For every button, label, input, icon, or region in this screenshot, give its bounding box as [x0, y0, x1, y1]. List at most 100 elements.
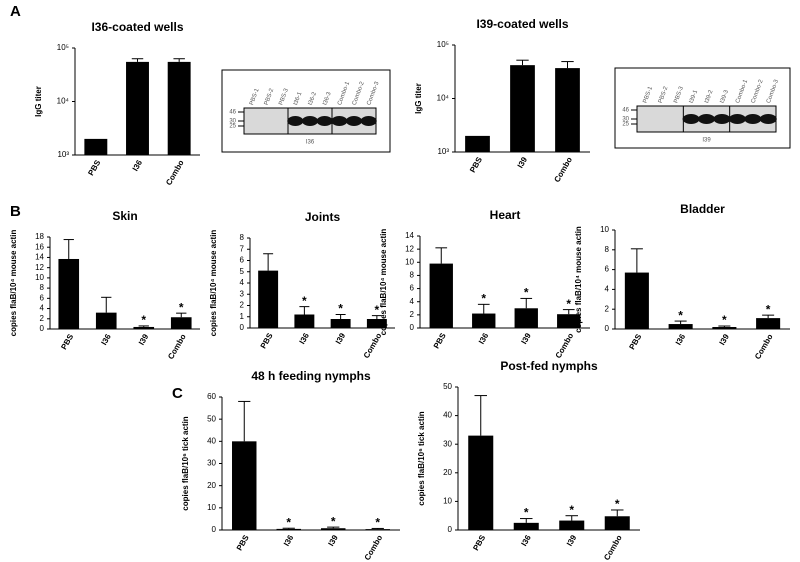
significance-mark: * — [524, 506, 529, 520]
y-tick-label: 8 — [40, 283, 45, 292]
x-tick-label: Combo — [164, 158, 186, 186]
x-tick-label: Combo — [166, 332, 188, 360]
y-tick-label: 10³ — [57, 150, 69, 159]
y-tick-label: 2 — [240, 301, 245, 310]
significance-mark: * — [678, 308, 683, 322]
y-tick-label: 0 — [410, 323, 415, 332]
bar — [365, 529, 390, 530]
y-tick-label: 10⁵ — [57, 43, 69, 52]
y-axis-label: IgG titer — [414, 83, 423, 114]
bar — [468, 435, 494, 530]
x-tick-label: Combo — [753, 332, 775, 360]
y-tick-label: 12 — [405, 244, 414, 253]
y-axis-label: copies flaB/10⁴ mouse actin — [574, 226, 583, 333]
significance-mark: * — [338, 302, 343, 316]
y-tick-label: 8 — [410, 271, 415, 280]
y-tick-label: 0 — [605, 324, 610, 333]
bar — [95, 312, 117, 329]
y-tick-label: 6 — [240, 256, 245, 265]
bar — [510, 65, 535, 152]
bar — [321, 528, 346, 530]
bar — [258, 270, 279, 328]
lane-label: I36-3 — [322, 91, 333, 107]
y-tick-label: 4 — [605, 285, 610, 294]
y-tick-label: 20 — [443, 468, 452, 477]
y-tick-label: 14 — [405, 231, 414, 240]
x-tick-label: Combo — [552, 155, 574, 183]
x-tick-label: PBS — [235, 533, 251, 552]
y-tick-label: 2 — [605, 304, 610, 313]
bar — [294, 314, 315, 328]
lane-label: PBS-2 — [658, 85, 670, 104]
bar — [513, 522, 539, 530]
blot-caption: I36 — [306, 140, 315, 146]
marker-label: 30 — [622, 117, 629, 123]
lane-label: Combo-1 — [337, 80, 351, 106]
y-tick-label: 50 — [443, 382, 452, 391]
lane-label: PBS-2 — [264, 87, 276, 106]
bar — [557, 314, 581, 328]
x-tick-label: I39 — [137, 332, 151, 347]
y-tick-label: 10 — [207, 503, 216, 512]
significance-mark: * — [481, 292, 486, 306]
y-tick-label: 8 — [240, 233, 245, 242]
x-tick-label: I39 — [519, 331, 533, 346]
bar — [756, 318, 781, 329]
blot-frame — [221, 69, 391, 153]
x-tick-label: I39 — [516, 155, 530, 170]
y-tick-label: 6 — [605, 265, 610, 274]
chart-title: Post-fed nymphs — [500, 359, 598, 373]
x-tick-label: I36 — [282, 533, 296, 548]
y-axis-label: copies flaB/10⁶ tick actin — [417, 411, 426, 506]
y-tick-label: 50 — [207, 414, 216, 423]
y-tick-label: 10 — [35, 273, 44, 282]
y-tick-label: 2 — [410, 310, 415, 319]
lane-label: PBS-1 — [642, 85, 654, 104]
blot-band — [713, 114, 731, 124]
lane-label: Combo-3 — [366, 80, 380, 106]
y-tick-label: 16 — [35, 242, 44, 251]
y-tick-label: 3 — [240, 289, 245, 298]
x-tick-label: I36 — [477, 331, 491, 346]
y-axis-label: copies flaB/10⁴ mouse actin — [209, 230, 218, 337]
blot-band — [331, 116, 348, 126]
y-tick-label: 40 — [443, 411, 452, 420]
bar — [366, 319, 387, 328]
y-tick-label: 10 — [443, 497, 452, 506]
chart-title: Heart — [490, 208, 521, 222]
blot-band — [360, 116, 377, 126]
bar — [712, 327, 737, 329]
x-tick-label: I36 — [298, 331, 312, 346]
y-tick-label: 20 — [207, 481, 216, 490]
lane-label: PBS-3 — [278, 87, 290, 106]
significance-mark: * — [566, 297, 571, 311]
blot-band — [682, 114, 700, 124]
y-tick-label: 6 — [40, 293, 45, 302]
y-tick-label: 10⁵ — [437, 40, 449, 49]
blot-band — [728, 114, 746, 124]
bar — [167, 61, 191, 155]
significance-mark: * — [375, 516, 380, 530]
marker-label: 46 — [622, 108, 629, 114]
x-tick-label: I39 — [326, 533, 340, 548]
marker-label: 30 — [229, 119, 236, 125]
y-tick-label: 7 — [240, 244, 245, 253]
chart-title: I36-coated wells — [91, 20, 183, 34]
lane-label: I36-1 — [293, 91, 304, 107]
y-tick-label: 4 — [240, 278, 245, 287]
significance-mark: * — [524, 286, 529, 300]
lane-label: I36-2 — [308, 91, 319, 107]
y-tick-label: 0 — [240, 323, 245, 332]
bar — [472, 313, 496, 328]
y-tick-label: 10⁴ — [437, 94, 450, 103]
y-axis-label: copies flaB/10⁴ mouse actin — [9, 230, 18, 337]
lane-label: I39-2 — [704, 89, 715, 105]
y-tick-label: 8 — [605, 245, 610, 254]
lane-label: PBS-3 — [673, 85, 685, 104]
marker-label: 46 — [229, 110, 236, 116]
lane-label: I39-1 — [689, 89, 700, 105]
significance-mark: * — [766, 302, 771, 316]
x-tick-label: Combo — [602, 533, 624, 561]
bar — [58, 258, 80, 329]
